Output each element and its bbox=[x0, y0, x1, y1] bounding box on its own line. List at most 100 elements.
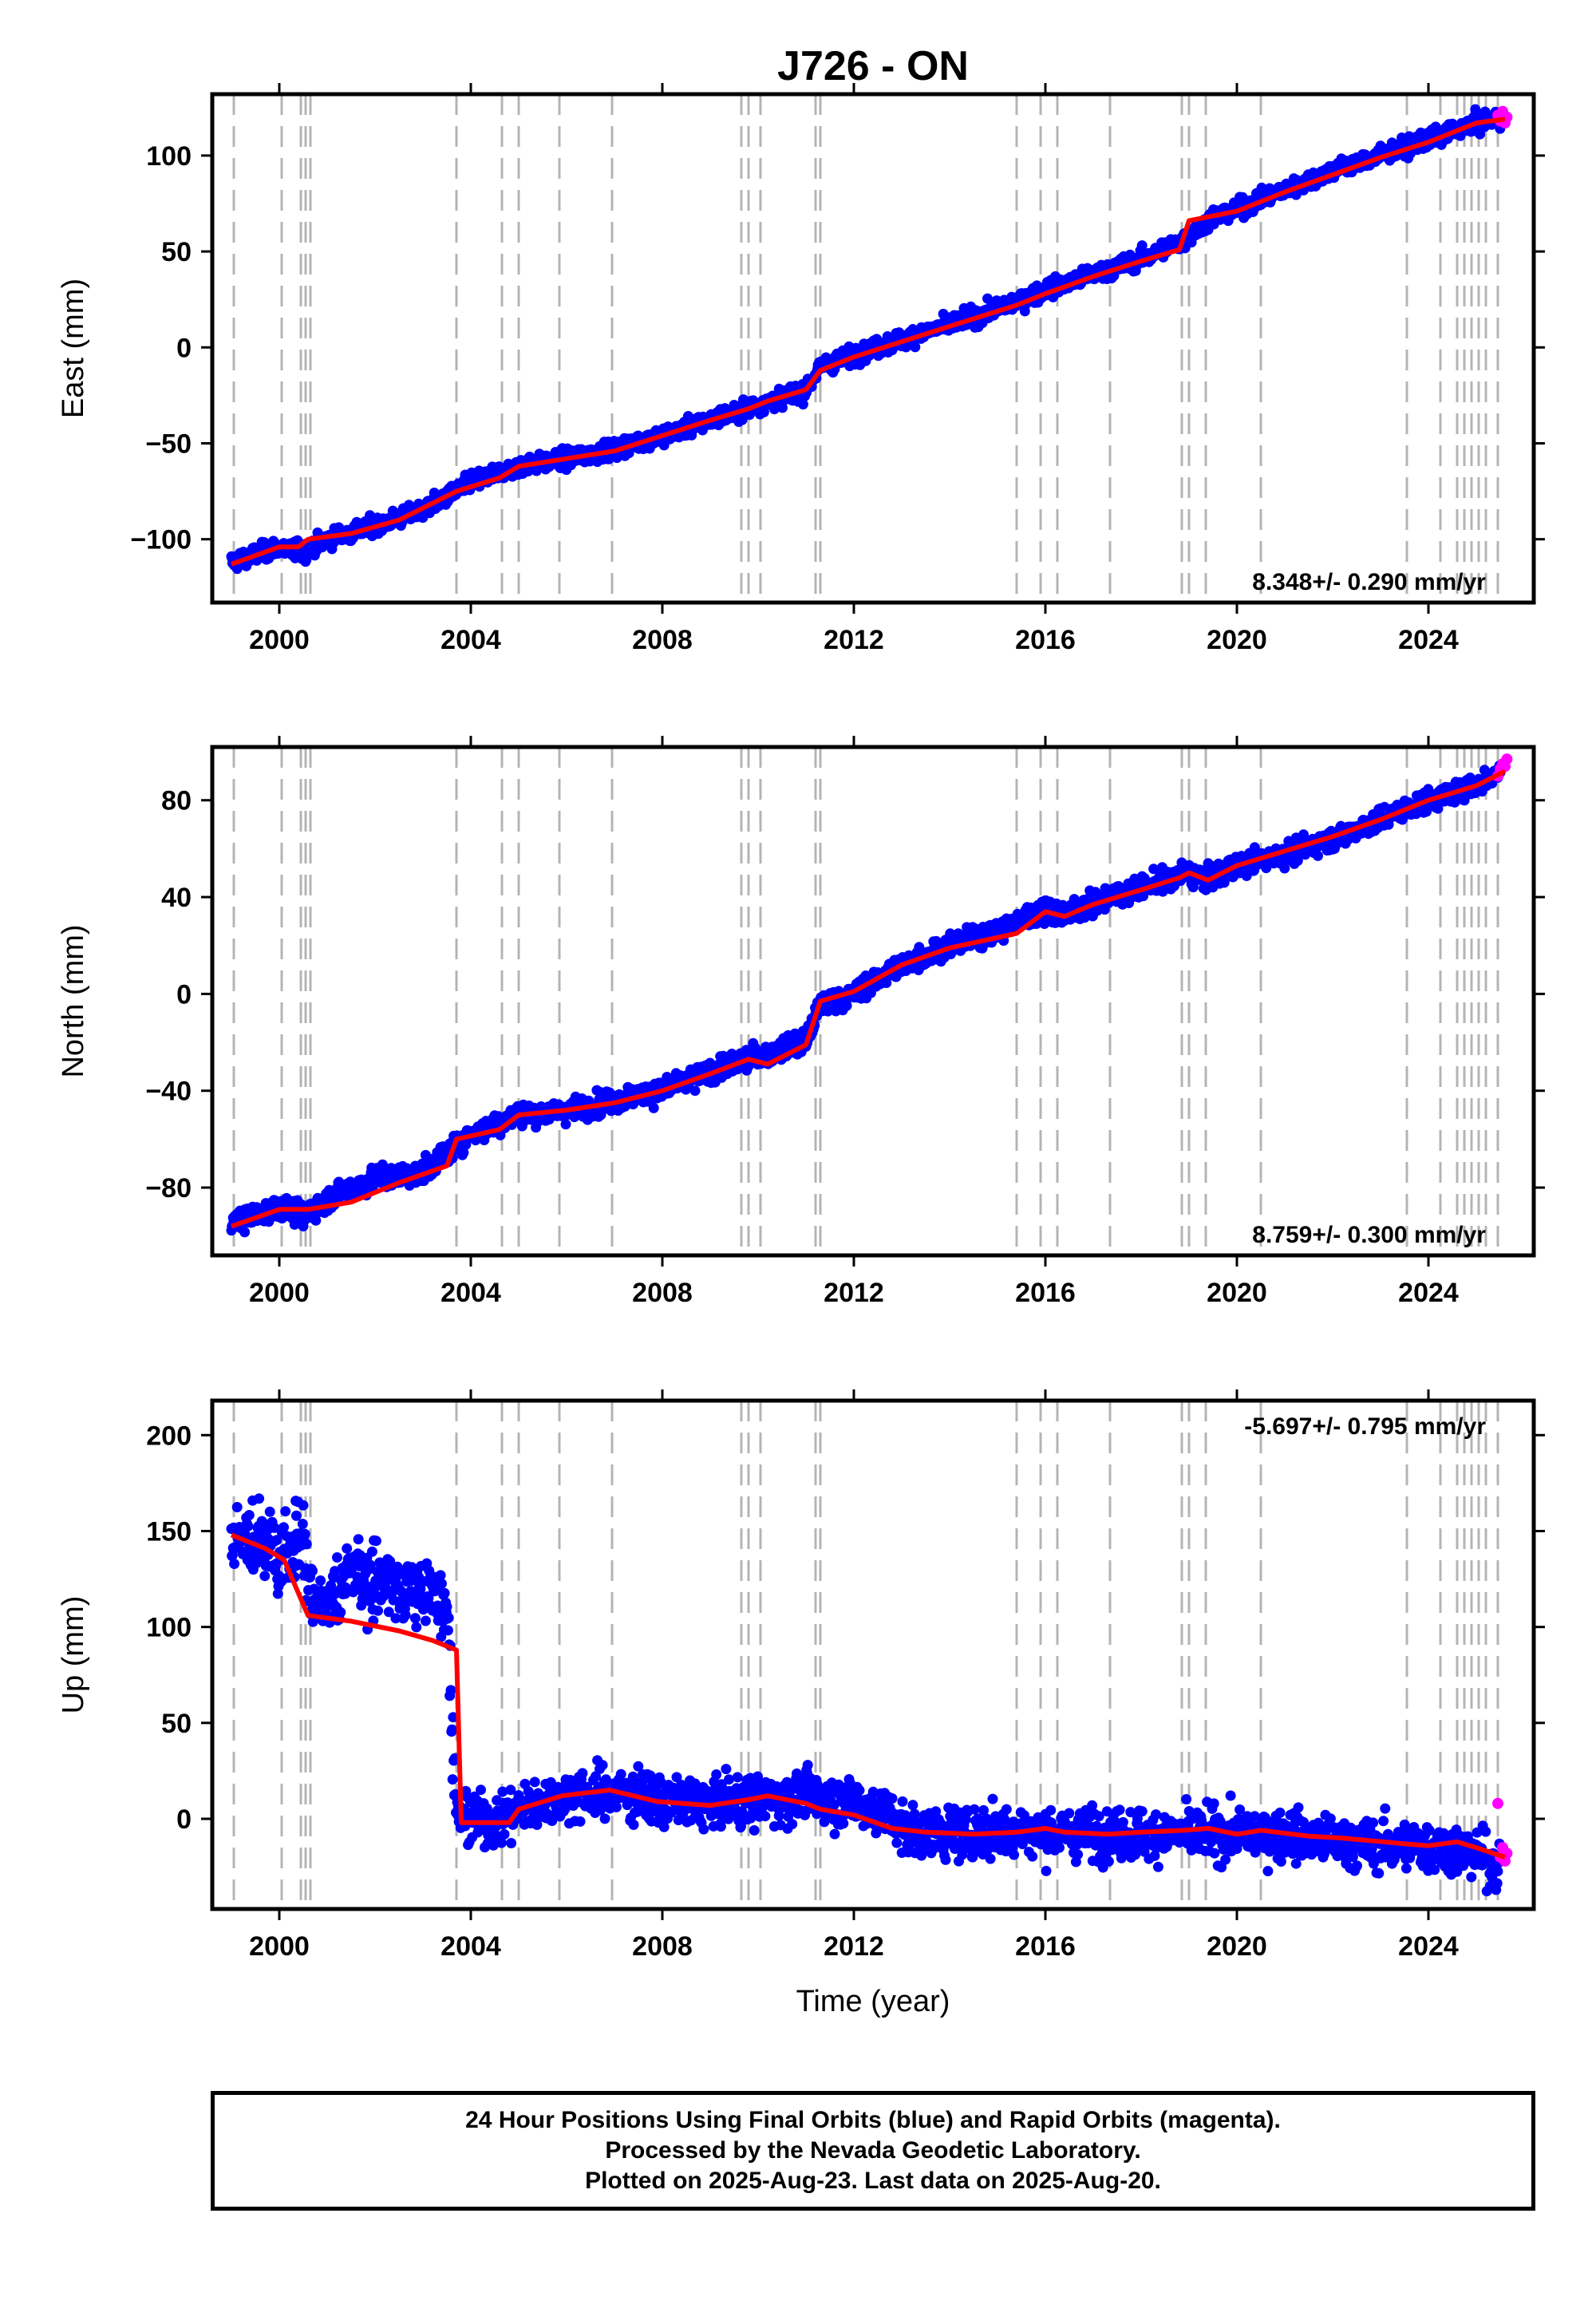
up-data-point bbox=[447, 1774, 458, 1785]
up-data-point bbox=[243, 1520, 254, 1531]
up-data-point bbox=[229, 1559, 240, 1569]
y-tick-label: 80 bbox=[161, 786, 192, 816]
x-tick-label: 2020 bbox=[1207, 625, 1267, 655]
up-final-orbit-points bbox=[226, 1493, 1506, 1897]
x-tick-label: 2000 bbox=[249, 625, 310, 655]
north-data-point bbox=[1313, 850, 1323, 861]
y-tick-label: 0 bbox=[176, 979, 192, 1010]
up-data-point bbox=[445, 1685, 456, 1696]
up-data-point bbox=[326, 1580, 337, 1591]
x-tick-label: 2024 bbox=[1398, 1278, 1459, 1308]
north-data-point bbox=[560, 1119, 571, 1130]
north-data-point bbox=[1432, 803, 1444, 814]
up-data-point bbox=[353, 1534, 364, 1545]
east-data-point bbox=[910, 342, 921, 353]
x-tick-label: 2016 bbox=[1015, 1278, 1076, 1308]
up-data-point bbox=[439, 1587, 450, 1599]
up-data-point bbox=[365, 1559, 376, 1571]
x-tick-label: 2020 bbox=[1207, 1278, 1267, 1308]
x-tick-label: 2012 bbox=[824, 1278, 884, 1308]
y-tick-label: 40 bbox=[161, 883, 192, 913]
y-tick-label: 100 bbox=[146, 141, 192, 172]
up-data-point bbox=[448, 1712, 459, 1723]
up-data-point bbox=[264, 1506, 275, 1517]
north-data-point bbox=[648, 1102, 659, 1113]
up-data-point bbox=[442, 1625, 453, 1636]
up-data-point bbox=[301, 1539, 312, 1550]
up-data-point bbox=[409, 1613, 421, 1624]
east-model-fit-line bbox=[230, 117, 1506, 567]
up-data-point bbox=[254, 1493, 265, 1504]
up-data-point bbox=[332, 1552, 342, 1563]
north-plot-area bbox=[226, 747, 1513, 1255]
up-data-point bbox=[298, 1500, 309, 1511]
north-data-point bbox=[458, 1147, 469, 1158]
up-data-point bbox=[411, 1622, 422, 1633]
east-data-point bbox=[777, 402, 788, 413]
up-data-point bbox=[280, 1506, 291, 1517]
y-tick-label: 50 bbox=[161, 237, 192, 267]
x-tick-label: 2008 bbox=[632, 625, 693, 655]
up-data-point bbox=[272, 1588, 283, 1599]
up-data-point bbox=[400, 1610, 411, 1621]
up-plot-area bbox=[226, 1401, 1513, 1909]
east-data-point bbox=[982, 293, 993, 304]
up-data-point bbox=[271, 1535, 282, 1546]
up-data-point bbox=[269, 1522, 280, 1533]
up-data-point bbox=[231, 1502, 243, 1512]
x-tick-label: 2004 bbox=[440, 625, 501, 655]
up-data-point bbox=[435, 1570, 446, 1581]
up-data-point bbox=[315, 1575, 326, 1586]
up-data-point bbox=[443, 1612, 454, 1623]
y-tick-label: 0 bbox=[176, 333, 192, 363]
up-data-point bbox=[251, 1558, 263, 1568]
north-data-point bbox=[310, 1215, 322, 1226]
up-data-point bbox=[437, 1578, 447, 1589]
north-data-point bbox=[1148, 864, 1159, 875]
up-data-point bbox=[447, 1724, 457, 1735]
north-y-axis-label: North (mm) bbox=[57, 924, 90, 1077]
up-data-point bbox=[297, 1519, 308, 1529]
y-tick-label: −40 bbox=[145, 1077, 192, 1107]
up-data-point bbox=[279, 1522, 289, 1533]
east-data-point bbox=[1136, 240, 1148, 251]
up-data-point bbox=[290, 1510, 302, 1521]
chart-title: J726 - ON bbox=[777, 43, 969, 89]
east-y-axis-label: East (mm) bbox=[57, 279, 90, 418]
north-rate-label: 8.759+/- 0.300 mm/yr bbox=[1252, 1222, 1486, 1248]
y-tick-label: −100 bbox=[130, 525, 192, 555]
up-data-point bbox=[307, 1565, 318, 1576]
east-data-point bbox=[758, 406, 769, 417]
x-tick-label: 2012 bbox=[824, 625, 884, 655]
north-data-point bbox=[689, 1085, 701, 1097]
east-data-point bbox=[797, 399, 808, 410]
up-data-point bbox=[335, 1607, 346, 1618]
east-rate-label: 8.348+/- 0.290 mm/yr bbox=[1252, 569, 1486, 595]
up-data-point bbox=[366, 1546, 377, 1557]
east-panel: 2000 2004 2008 2012 2016 2020 2024 −100 −50 0 50 10… bbox=[57, 83, 1545, 655]
up-panel: 2000 2004 2008 2012 2016 2020 2024050100150200… bbox=[57, 1389, 1545, 1962]
x-tick-label: 2000 bbox=[249, 1278, 310, 1308]
north-final-orbit-points bbox=[226, 760, 1506, 1238]
north-rapid-orbit-point bbox=[1501, 753, 1513, 765]
east-final-orbit-points bbox=[226, 104, 1506, 575]
up-data-point bbox=[373, 1605, 384, 1616]
x-tick-label: 2024 bbox=[1398, 625, 1459, 655]
x-tick-label: 2016 bbox=[1015, 625, 1076, 655]
up-data-point bbox=[342, 1543, 353, 1554]
up-data-point bbox=[420, 1615, 431, 1626]
up-data-point bbox=[380, 1577, 391, 1588]
north-model-fit-line bbox=[231, 769, 1507, 1229]
up-data-point bbox=[243, 1510, 255, 1520]
north-panel: 2000 2004 2008 2012 2016 2020 2024−80−4004080N… bbox=[57, 736, 1545, 1308]
y-tick-label: −50 bbox=[145, 429, 192, 459]
up-data-point bbox=[259, 1571, 271, 1582]
up-data-point bbox=[383, 1607, 394, 1618]
up-data-point bbox=[370, 1535, 381, 1547]
north-data-point bbox=[822, 1006, 833, 1017]
north-data-point bbox=[841, 1000, 852, 1011]
up-data-point bbox=[441, 1601, 452, 1612]
north-data-point bbox=[377, 1159, 388, 1170]
x-tick-label: 2008 bbox=[632, 1278, 693, 1308]
